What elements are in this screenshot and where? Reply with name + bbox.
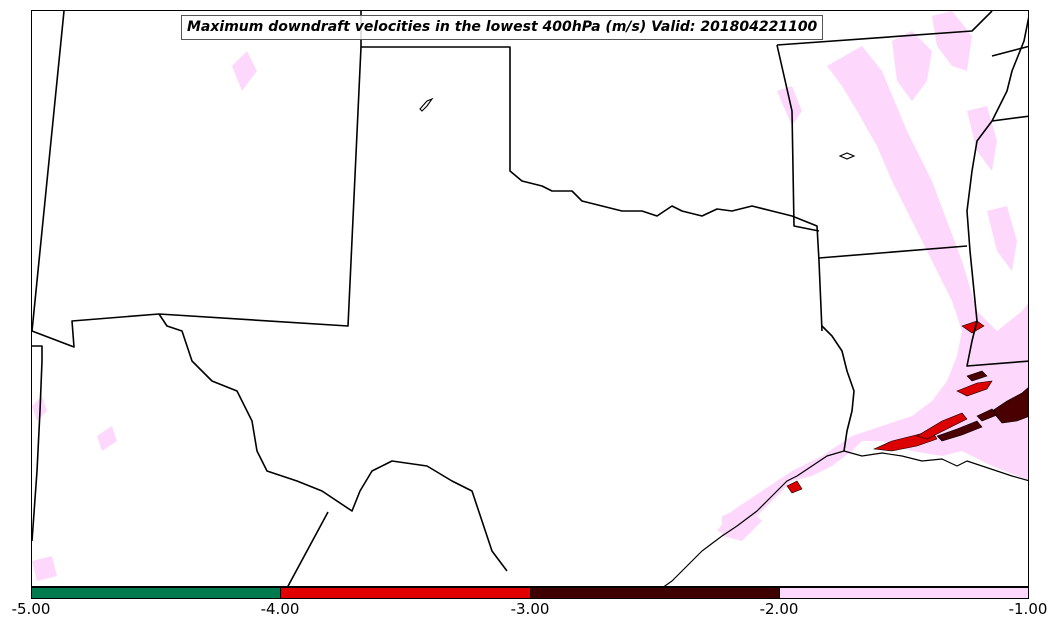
oklahoma-arkansas-boundary <box>776 44 820 232</box>
missouri-arkansas-boundary <box>776 11 993 46</box>
downdraft-shading-light <box>32 11 1028 581</box>
mississippi-river <box>966 16 1028 367</box>
colorbar-tick-label: -2.00 <box>759 600 799 618</box>
louisiana-texas-boundary <box>821 325 855 452</box>
oklahoma-panhandle-boundary <box>360 11 823 332</box>
texas-new-mexico-boundary <box>158 46 508 572</box>
state-boundaries <box>32 11 1028 586</box>
map-panel <box>31 10 1029 587</box>
tennessee-boundary <box>991 45 1028 57</box>
colorbar-segment <box>32 588 282 598</box>
map-canvas <box>32 11 1028 586</box>
map-title: Maximum downdraft velocities in the lowe… <box>181 15 824 40</box>
downdraft-shading-red <box>786 320 993 494</box>
colorbar-tick-label: -1.00 <box>1008 600 1048 618</box>
mississippi-alabama-boundary <box>991 115 1028 122</box>
nm-chihuahua-boundary <box>32 313 160 348</box>
arkansas-louisiana-boundary <box>818 245 968 259</box>
lakes <box>419 97 856 160</box>
colorbar-tick-label: -4.00 <box>260 600 300 618</box>
coastline <box>663 450 1028 586</box>
downdraft-shading-dark <box>936 370 1028 442</box>
colorbar <box>31 587 1029 599</box>
colorbar-segment <box>530 588 780 598</box>
mexico-boundary-west <box>32 345 43 542</box>
colorbar-tick-label: -5.00 <box>11 600 51 618</box>
colorbar-segment <box>281 588 531 598</box>
colorbar-segment <box>779 588 1028 598</box>
texas-coast-west <box>287 511 329 586</box>
colorbar-tick-label: -3.00 <box>510 600 550 618</box>
colorado-new-mexico-boundary <box>32 11 65 332</box>
